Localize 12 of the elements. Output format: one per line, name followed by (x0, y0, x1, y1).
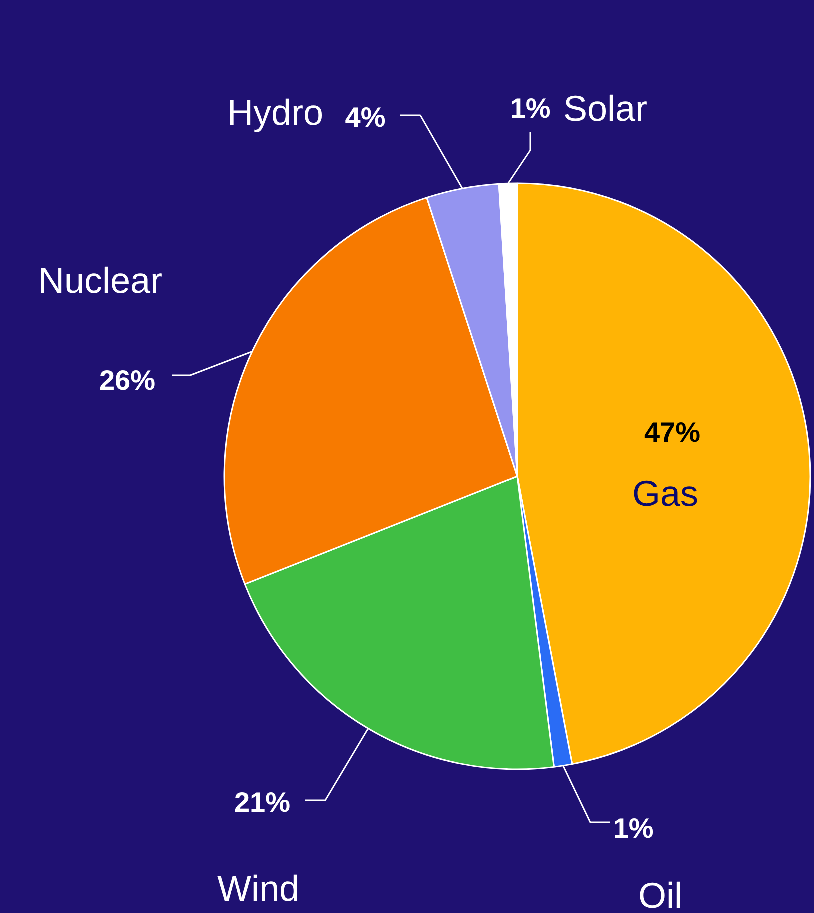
data-label: 21% (234, 787, 291, 818)
slice-label: Hydro (227, 92, 324, 133)
slice-label: Solar (563, 88, 648, 129)
slice-label: Nuclear (38, 260, 163, 301)
data-label: 26% (99, 365, 156, 396)
slice-label: Wind (217, 868, 300, 909)
data-label: 1% (510, 93, 551, 124)
slice-label: Gas (632, 473, 699, 514)
data-label: 47% (644, 417, 701, 448)
data-label: 1% (613, 813, 654, 844)
data-label: 4% (345, 102, 386, 133)
slice-label: Oil (638, 875, 682, 913)
